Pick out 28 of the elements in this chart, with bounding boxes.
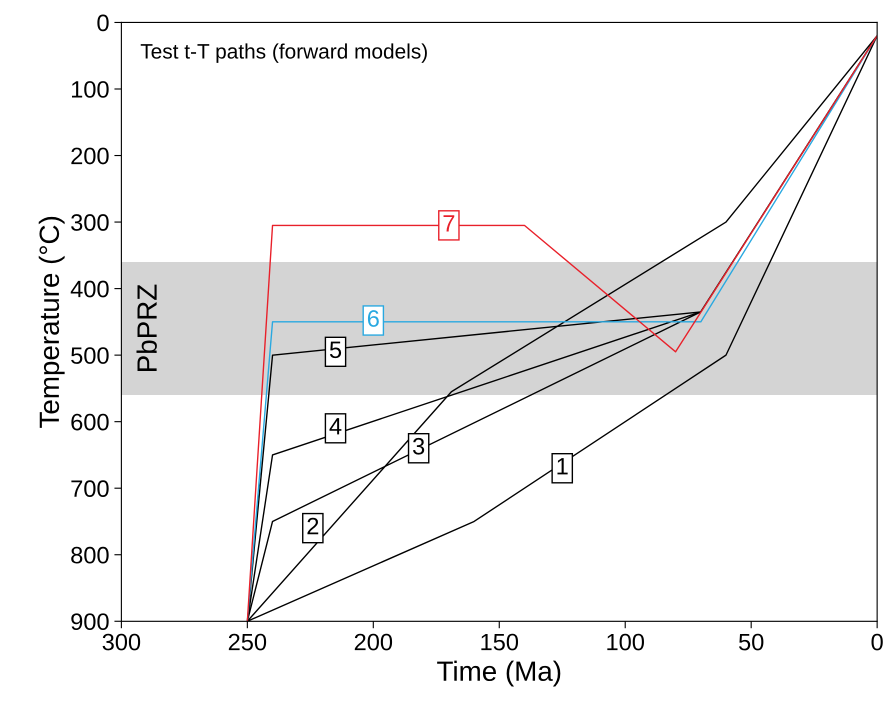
- x-axis-title: Time (Ma): [437, 660, 560, 687]
- annotation: 3: [412, 438, 424, 455]
- annotation: 5: [330, 342, 342, 358]
- annotation: 6: [368, 310, 379, 327]
- annotation: 4: [329, 418, 342, 434]
- y-tick-label: 0: [97, 14, 109, 32]
- x-tick-label: 0: [871, 634, 883, 650]
- band-label: PbPRZ: [136, 284, 157, 372]
- x-tick-label: 250: [228, 634, 266, 650]
- x-tick-label: 100: [607, 634, 644, 650]
- y-tick-label: 500: [71, 347, 109, 364]
- y-tick-label: 100: [72, 81, 109, 98]
- y-tick-label: 900: [71, 613, 109, 630]
- x-tick-label: 50: [738, 634, 764, 650]
- y-tick-label: 200: [71, 148, 109, 164]
- y-tick-label: 800: [71, 546, 109, 564]
- y-tick-label: 300: [71, 214, 109, 231]
- text: Test t-T paths (forward models): [140, 43, 427, 63]
- x-tick-label: 200: [354, 634, 392, 650]
- annotation: 7: [444, 215, 454, 232]
- x-tick-label: 300: [102, 634, 140, 650]
- annotation: 1: [557, 458, 568, 474]
- y-tick-label: 600: [71, 414, 109, 430]
- annotation: 2: [307, 518, 318, 534]
- y-tick-label: 700: [71, 480, 109, 497]
- x-tick-label: 150: [481, 634, 518, 650]
- y-axis-title: Temperature (°C): [38, 216, 65, 428]
- y-tick-label: 400: [70, 280, 109, 298]
